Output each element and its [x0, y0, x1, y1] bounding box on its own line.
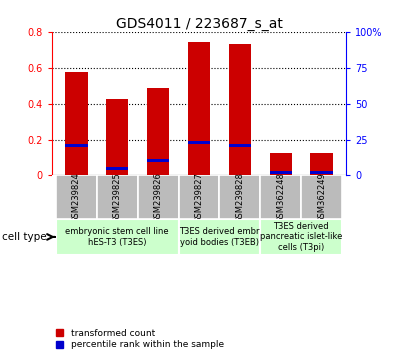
Text: T3ES derived
pancreatic islet-like
cells (T3pi): T3ES derived pancreatic islet-like cells… [260, 222, 342, 252]
Bar [138, 176, 179, 219]
Bar [106, 99, 129, 176]
Bar [65, 72, 88, 176]
Text: embryonic stem cell line
hES-T3 (T3ES): embryonic stem cell line hES-T3 (T3ES) [65, 227, 169, 247]
Bar [106, 167, 129, 170]
Bar [269, 171, 292, 174]
Bar [310, 171, 333, 174]
Bar [147, 88, 169, 176]
Bar [260, 176, 301, 219]
Bar [56, 219, 179, 255]
Bar [188, 141, 210, 144]
Bar [56, 176, 97, 219]
Bar [301, 176, 342, 219]
Bar [229, 144, 251, 147]
Bar [97, 176, 138, 219]
Bar [188, 42, 210, 176]
Text: T3ES derived embr
yoid bodies (T3EB): T3ES derived embr yoid bodies (T3EB) [179, 227, 260, 247]
Bar [179, 176, 219, 219]
Bar [65, 144, 88, 147]
Bar [179, 219, 260, 255]
Bar [260, 219, 342, 255]
Text: GSM239828: GSM239828 [235, 172, 244, 223]
Bar [269, 153, 292, 176]
Text: GSM362248: GSM362248 [276, 172, 285, 223]
Text: GSM239826: GSM239826 [154, 172, 163, 223]
Text: GSM362249: GSM362249 [317, 172, 326, 223]
Bar [310, 153, 333, 176]
Text: cell type: cell type [2, 232, 47, 242]
Text: GSM239827: GSM239827 [195, 172, 203, 223]
Bar [147, 159, 169, 162]
Title: GDS4011 / 223687_s_at: GDS4011 / 223687_s_at [115, 17, 283, 31]
Text: GSM239824: GSM239824 [72, 172, 81, 223]
Bar [229, 44, 251, 176]
Bar [219, 176, 260, 219]
Legend: transformed count, percentile rank within the sample: transformed count, percentile rank withi… [56, 329, 224, 349]
Text: GSM239825: GSM239825 [113, 172, 122, 223]
